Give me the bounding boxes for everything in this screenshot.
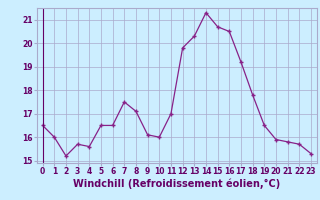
X-axis label: Windchill (Refroidissement éolien,°C): Windchill (Refroidissement éolien,°C) xyxy=(73,179,280,189)
